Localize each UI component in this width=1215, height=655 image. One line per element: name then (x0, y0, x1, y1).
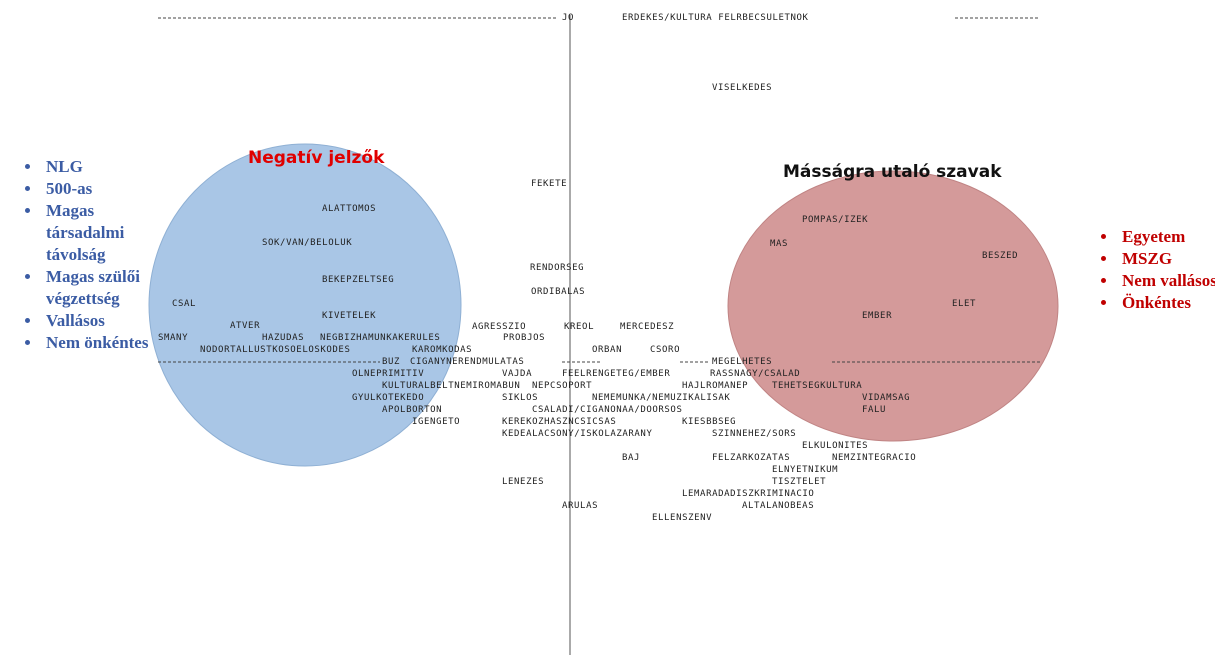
word: TEHETSEGKULTURA (772, 381, 863, 391)
word: PROBJOS (503, 333, 546, 343)
list-item: Egyetem (1118, 226, 1215, 248)
word: RENDORSEG (530, 263, 585, 273)
word: FEELRENGETEG/EMBER (562, 369, 671, 379)
word: SMANY (158, 333, 189, 343)
word: EMBER (862, 311, 893, 321)
word: VIDAMSAG (862, 393, 911, 403)
word: CIGANYNERENDMULATAS (410, 357, 525, 367)
word: KREOL (564, 322, 595, 332)
negative-circle (148, 143, 462, 467)
list-item: Nem vallásos (1118, 270, 1215, 292)
list-item: Vallásos (42, 310, 152, 332)
word: SZINNEHEZ/SORS (712, 429, 797, 439)
word: CSALADI/CIGANONAA/DOORSOS (532, 405, 683, 415)
word: ORDIBALAS (531, 287, 586, 297)
word: CSAL (172, 299, 197, 309)
axis-label: ERDEKES/KULTURA FELRBECSULETNOK (622, 13, 809, 23)
word: ELNYETNIKUM (772, 465, 839, 475)
word: KEREKOZHASZNCSICSAS (502, 417, 617, 427)
word: BAJ (622, 453, 641, 463)
right-list: EgyetemMSZGNem vallásosÖnkéntes (1088, 226, 1215, 314)
word: POMPAS/IZEK (802, 215, 869, 225)
word: ATVER (230, 321, 261, 331)
otherness-circle (727, 170, 1059, 442)
word: GYULKOTEKEDO (352, 393, 425, 403)
word: HAZUDAS (262, 333, 305, 343)
word: FEKETE (531, 179, 568, 189)
word: KEDEALACSONY/ISKOLAZARANY (502, 429, 653, 439)
word: ELKULONITES (802, 441, 869, 451)
word: APOLBORTON (382, 405, 443, 415)
list-item: MSZG (1118, 248, 1215, 270)
word: VISELKEDES (712, 83, 773, 93)
word: LEMARADADISZKRIMINACIO (682, 489, 815, 499)
word: BUZ (382, 357, 401, 367)
word: ELET (952, 299, 977, 309)
list-item: NLG (42, 156, 152, 178)
word: ALATTOMOS (322, 204, 377, 214)
left-list: NLG500-asMagas társadalmi távolságMagas … (12, 156, 152, 354)
word: VAJDA (502, 369, 533, 379)
word: KULTURALBELTNEMIROMABUN (382, 381, 521, 391)
circle-title: Negatív jelzők (248, 148, 385, 168)
word: FALU (862, 405, 887, 415)
word: KIESBBSEG (682, 417, 737, 427)
word: TISZTELET (772, 477, 827, 487)
list-item: Magas szülői végzettség (42, 266, 152, 310)
word: ORBAN (592, 345, 623, 355)
word: ELLENSZENV (652, 513, 713, 523)
word: MERCEDESZ (620, 322, 675, 332)
list-item: Önkéntes (1118, 292, 1215, 314)
word: NEMZINTEGRACIO (832, 453, 917, 463)
word: BESZED (982, 251, 1019, 261)
word: FELZARKOZATAS (712, 453, 791, 463)
axis-label: JO (562, 13, 575, 23)
word: MEGELHETES (712, 357, 773, 367)
word: BEKEPZELTSEG (322, 275, 395, 285)
word: CSORO (650, 345, 681, 355)
word: MAS (770, 239, 789, 249)
word: LENEZES (502, 477, 545, 487)
word: NEMEMUNKA/NEMUZIKALISAK (592, 393, 731, 403)
word: IGENGETO (412, 417, 461, 427)
word: HAJLROMANEP (682, 381, 749, 391)
word: KAROMKODAS (412, 345, 473, 355)
word: ALTALANOBEAS (742, 501, 815, 511)
word: NODORTALLUSTKOSOELOSKODES (200, 345, 351, 355)
list-item: Nem önkéntes (42, 332, 152, 354)
word: ARULAS (562, 501, 599, 511)
word: SIKLOS (502, 393, 539, 403)
word: KIVETELEK (322, 311, 377, 321)
list-item: Magas társadalmi távolság (42, 200, 152, 266)
word: SOK/VAN/BELOLUK (262, 238, 353, 248)
word: AGRESSZIO (472, 322, 527, 332)
circle-title: Másságra utaló szavak (783, 162, 1002, 182)
word: NEGBIZHAMUNKAKERULES (320, 333, 441, 343)
list-item: 500-as (42, 178, 152, 200)
word: RASSNAGY/CSALAD (710, 369, 801, 379)
word: OLNEPRIMITIV (352, 369, 425, 379)
word: NEPCSOPORT (532, 381, 593, 391)
